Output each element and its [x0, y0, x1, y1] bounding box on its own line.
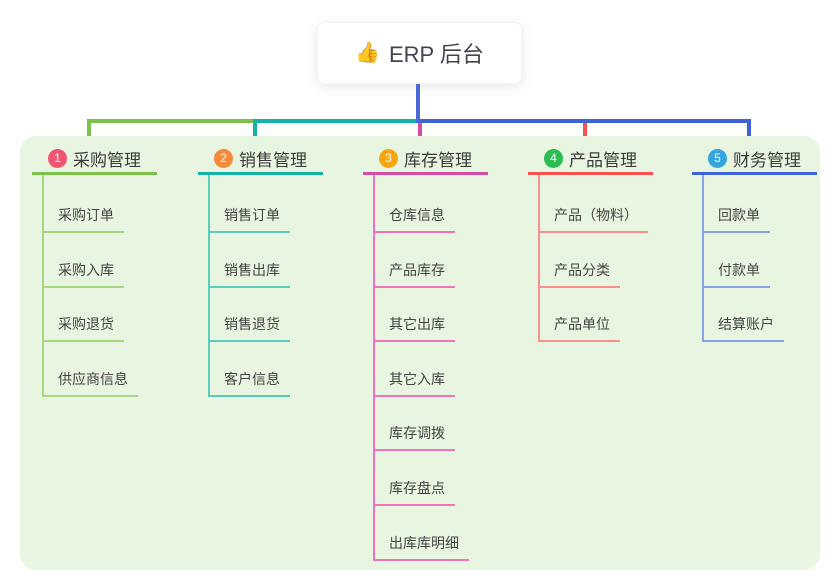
child-node[interactable]: 销售订单: [208, 204, 290, 233]
branch-number-badge: 5: [708, 148, 727, 168]
child-node[interactable]: 客户信息: [208, 368, 290, 397]
branch-children-line: [373, 175, 375, 561]
child-node[interactable]: 采购退货: [42, 313, 124, 343]
child-node[interactable]: 采购订单: [42, 204, 124, 233]
branch-number-badge: 3: [379, 148, 398, 168]
child-node[interactable]: 采购入库: [42, 259, 124, 288]
child-node[interactable]: 销售出库: [208, 259, 290, 288]
branch-title: 财务管理: [733, 150, 801, 170]
branch-header-4[interactable]: 4 产品管理: [528, 144, 653, 175]
trunk-line: [415, 84, 420, 123]
branch-number-badge: 2: [214, 148, 233, 168]
thumbs-up-icon: 👍: [355, 42, 380, 64]
child-node[interactable]: 仓库信息: [373, 204, 455, 233]
branch-title: 产品管理: [569, 150, 637, 170]
branch-number-badge: 1: [48, 148, 67, 168]
branch-header-2[interactable]: 2 销售管理: [198, 144, 323, 175]
connector-hline-5: [417, 119, 751, 123]
child-node[interactable]: 其它出库: [373, 313, 455, 343]
child-node[interactable]: 其它入库: [373, 368, 455, 397]
root-title: ERP 后台: [388, 42, 484, 67]
child-node[interactable]: 产品（物料）: [538, 204, 648, 233]
child-node[interactable]: 产品分类: [538, 259, 620, 288]
child-node[interactable]: 结算账户: [702, 313, 784, 343]
child-node[interactable]: 产品单位: [538, 313, 620, 343]
branch-header-5[interactable]: 5 财务管理: [692, 144, 817, 175]
branch-title: 采购管理: [73, 150, 141, 170]
child-node[interactable]: 付款单: [702, 259, 770, 288]
child-node[interactable]: 库存盘点: [373, 477, 455, 506]
connector-hline-4: [417, 119, 587, 123]
child-node[interactable]: 销售退货: [208, 313, 290, 343]
branch-title: 销售管理: [239, 150, 307, 170]
root-node[interactable]: 👍 ERP 后台: [317, 22, 522, 84]
child-node[interactable]: 库存调拨: [373, 422, 455, 452]
connector-hline-2: [252, 119, 422, 123]
branch-title: 库存管理: [404, 150, 472, 170]
child-node[interactable]: 供应商信息: [42, 368, 138, 397]
mindmap-panel: 1 采购管理采购订单采购入库采购退货供应商信息 2 销售管理销售订单销售出库销售退货客…: [20, 136, 820, 570]
branch-children-line: [538, 175, 540, 343]
branch-children-line: [702, 175, 704, 343]
branch-number-badge: 4: [544, 148, 563, 168]
connector-hline-1: [86, 119, 422, 123]
child-node[interactable]: 产品库存: [373, 259, 455, 288]
branch-header-3[interactable]: 3 库存管理: [363, 144, 488, 175]
child-node[interactable]: 回款单: [702, 204, 770, 233]
child-node[interactable]: 出库库明细: [373, 532, 469, 561]
branch-header-1[interactable]: 1 采购管理: [32, 144, 157, 175]
